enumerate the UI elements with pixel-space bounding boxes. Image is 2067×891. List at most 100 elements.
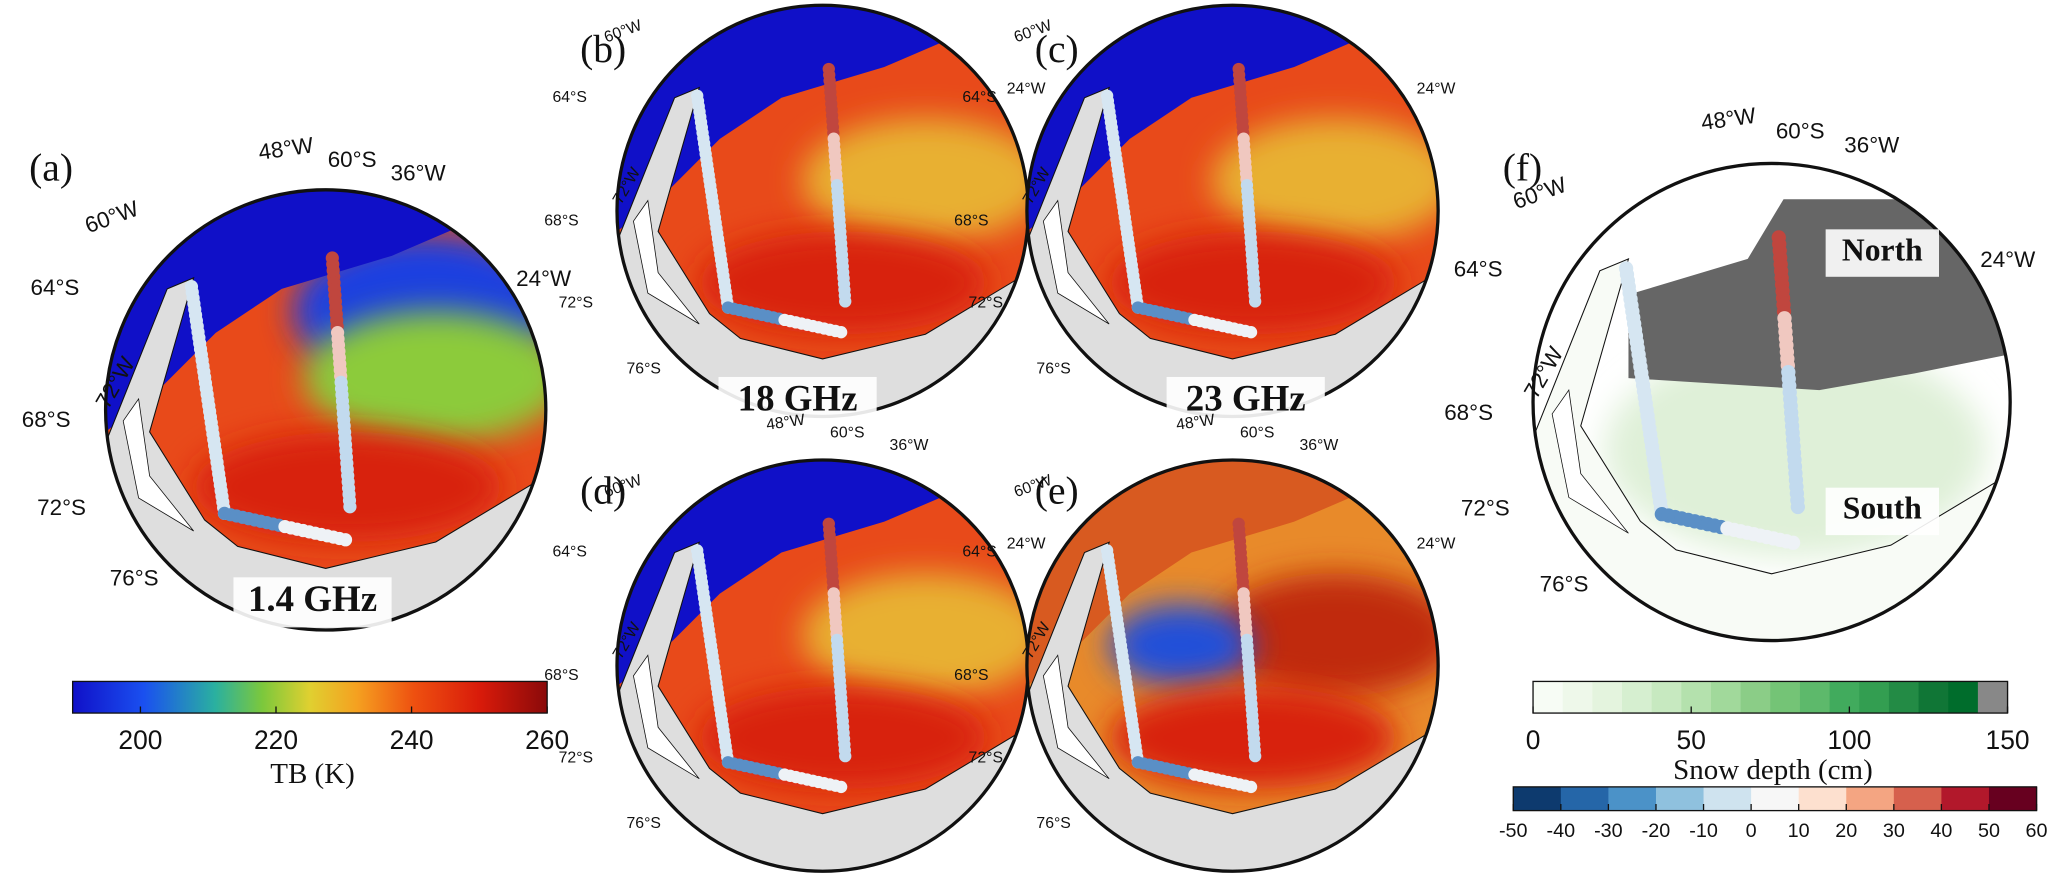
graticule-label: 72°S	[969, 749, 1003, 766]
graticule-label: 76°S	[110, 565, 159, 590]
track-point	[1248, 295, 1262, 308]
colorbar-cell	[1703, 786, 1752, 811]
track-point	[834, 326, 848, 339]
panel-label: (a)	[29, 145, 73, 189]
graticule-label: 60°S	[1776, 118, 1825, 143]
ice-edge	[1026, 5, 1439, 232]
colorbar-cell	[1740, 681, 1771, 714]
track-point	[834, 780, 848, 794]
graticule-label: 64°S	[962, 89, 996, 106]
track-point	[1248, 749, 1262, 763]
tick-label: -50	[1499, 820, 1528, 842]
graticule-label: 24°W	[1980, 247, 2036, 272]
graticule-label: 60°S	[328, 147, 377, 172]
colorbar-cell	[1799, 681, 1831, 714]
panel-label: (f)	[1503, 145, 1543, 189]
colorbar-cell	[1533, 681, 1564, 714]
track-point	[839, 295, 852, 308]
patch	[1109, 603, 1254, 687]
colorbar-cell	[1859, 681, 1890, 714]
tick-label: 60	[2026, 820, 2048, 842]
graticule-label: 48°W	[765, 412, 806, 434]
graticule-label: 60°S	[1240, 424, 1274, 441]
land	[616, 541, 1029, 872]
track-point	[1790, 499, 1806, 515]
graticule-label: 68°S	[544, 667, 578, 684]
map	[105, 189, 546, 631]
label-box	[1825, 229, 1939, 277]
graticule-label: 68°S	[544, 212, 578, 229]
graticule-label: 48°W	[1175, 412, 1216, 434]
tick-label: 50	[1978, 820, 2000, 842]
colorbar-cell	[1893, 786, 1943, 811]
colorbar-cell	[1948, 681, 1979, 714]
graticule-label: 24°W	[1417, 535, 1456, 552]
frequency-label: 18 GHz	[738, 377, 858, 418]
map	[1026, 459, 1439, 872]
colorbar-cell	[1977, 681, 2009, 714]
map	[1533, 163, 2011, 641]
label-box	[1825, 487, 1939, 536]
land	[1026, 86, 1439, 417]
panel-label: (e)	[1035, 468, 1079, 512]
tick-label: -40	[1547, 820, 1576, 842]
graticule-label: 64°S	[31, 275, 80, 300]
colorbar-cell	[1710, 681, 1742, 714]
track-point	[1785, 535, 1801, 550]
colorbar-cell	[1592, 681, 1623, 714]
graticule-label: 76°S	[1540, 572, 1589, 597]
label-box	[233, 577, 392, 628]
track-point	[1244, 780, 1258, 794]
ice-edge	[616, 459, 1029, 687]
tick-label: 30	[1883, 820, 1905, 842]
graticule-label: 72°S	[37, 495, 86, 520]
graticule-label: 68°S	[1444, 400, 1493, 425]
peninsula	[122, 397, 194, 532]
graticule-label: 36°W	[391, 160, 447, 185]
tick-label: 260	[525, 725, 569, 755]
peninsula	[1042, 654, 1110, 780]
patch	[1211, 118, 1439, 242]
patch	[1211, 573, 1439, 697]
patch	[303, 310, 546, 443]
graticule-label: 72°S	[969, 295, 1003, 312]
map-frame	[103, 188, 548, 632]
colorbar-cell	[1608, 786, 1657, 811]
label-box	[1166, 376, 1325, 428]
tick-label: 0	[1526, 725, 1541, 755]
graticule-label: 76°S	[627, 815, 661, 832]
track-point	[343, 500, 357, 514]
track-point	[338, 533, 353, 547]
graticule-label: 36°W	[1299, 437, 1338, 454]
graticule-label: 64°S	[1454, 257, 1503, 282]
land	[1533, 257, 2011, 641]
graticule-label: 24°W	[1007, 535, 1046, 552]
tick-label: 0	[1746, 820, 1757, 842]
colorbar-cell	[1562, 681, 1594, 714]
tick-label: 100	[1827, 725, 1871, 755]
graticule-label: 68°S	[954, 212, 988, 229]
colorbar-cell	[1988, 786, 2038, 811]
colorbar-frame	[71, 680, 548, 714]
tick-label: 220	[254, 725, 298, 755]
colorbar-cell	[1770, 681, 1801, 714]
frequency-label: 1.4 GHz	[248, 578, 377, 619]
graticule-label: 76°S	[627, 360, 661, 377]
panel-label: (b)	[580, 27, 626, 71]
label-box	[718, 376, 877, 428]
graticule-label: 60°W	[82, 195, 143, 238]
region-label: South	[1843, 491, 1923, 526]
colorbar-cell	[1846, 786, 1895, 811]
colorbar	[72, 681, 548, 714]
graticule-label: 64°S	[552, 89, 586, 106]
colorbar-cell	[1681, 681, 1712, 714]
map-frame	[1531, 161, 2012, 643]
colorbar-cell	[1798, 786, 1847, 811]
graticule-label: 72°S	[559, 295, 593, 312]
graticule-label: 24°W	[516, 266, 572, 291]
frequency-label: 23 GHz	[1186, 377, 1306, 418]
graticule-label: 48°W	[1699, 103, 1758, 136]
colorbar-cell	[1941, 786, 1990, 811]
colorbar-cell	[1513, 786, 1562, 811]
